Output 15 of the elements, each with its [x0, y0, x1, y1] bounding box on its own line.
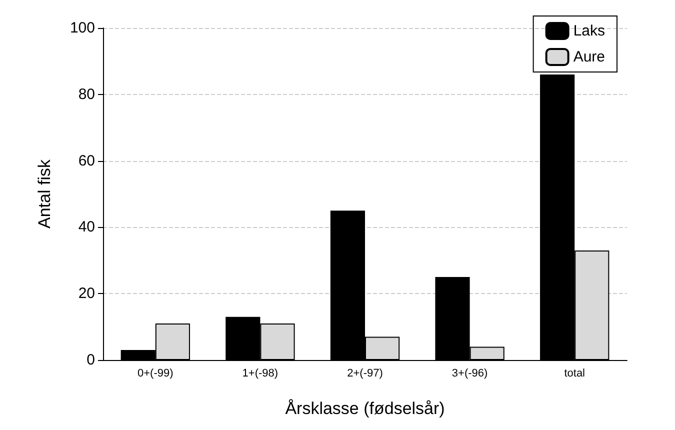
y-tick-label: 100: [70, 20, 95, 36]
y-tick-label: 80: [78, 86, 95, 103]
x-tick-label: 1+(-98): [242, 368, 278, 380]
x-tick-label: 2+(-97): [347, 368, 383, 380]
y-tick-label: 0: [86, 352, 95, 368]
y-tick-label: 60: [78, 152, 95, 170]
y-tick-label: 20: [78, 285, 95, 302]
y-tick-label: 40: [78, 218, 95, 236]
legend-label: Laks: [573, 22, 606, 40]
x-tick-label: 3+(-96): [452, 368, 488, 380]
x-tick-label: 0+(-99): [138, 368, 174, 380]
x-tick-label: total: [564, 368, 585, 380]
x-axis-title: Årsklasse (fødselsår): [285, 399, 445, 418]
legend-label: Aure: [573, 48, 606, 66]
y-axis-title: Antal fisk: [35, 159, 54, 228]
